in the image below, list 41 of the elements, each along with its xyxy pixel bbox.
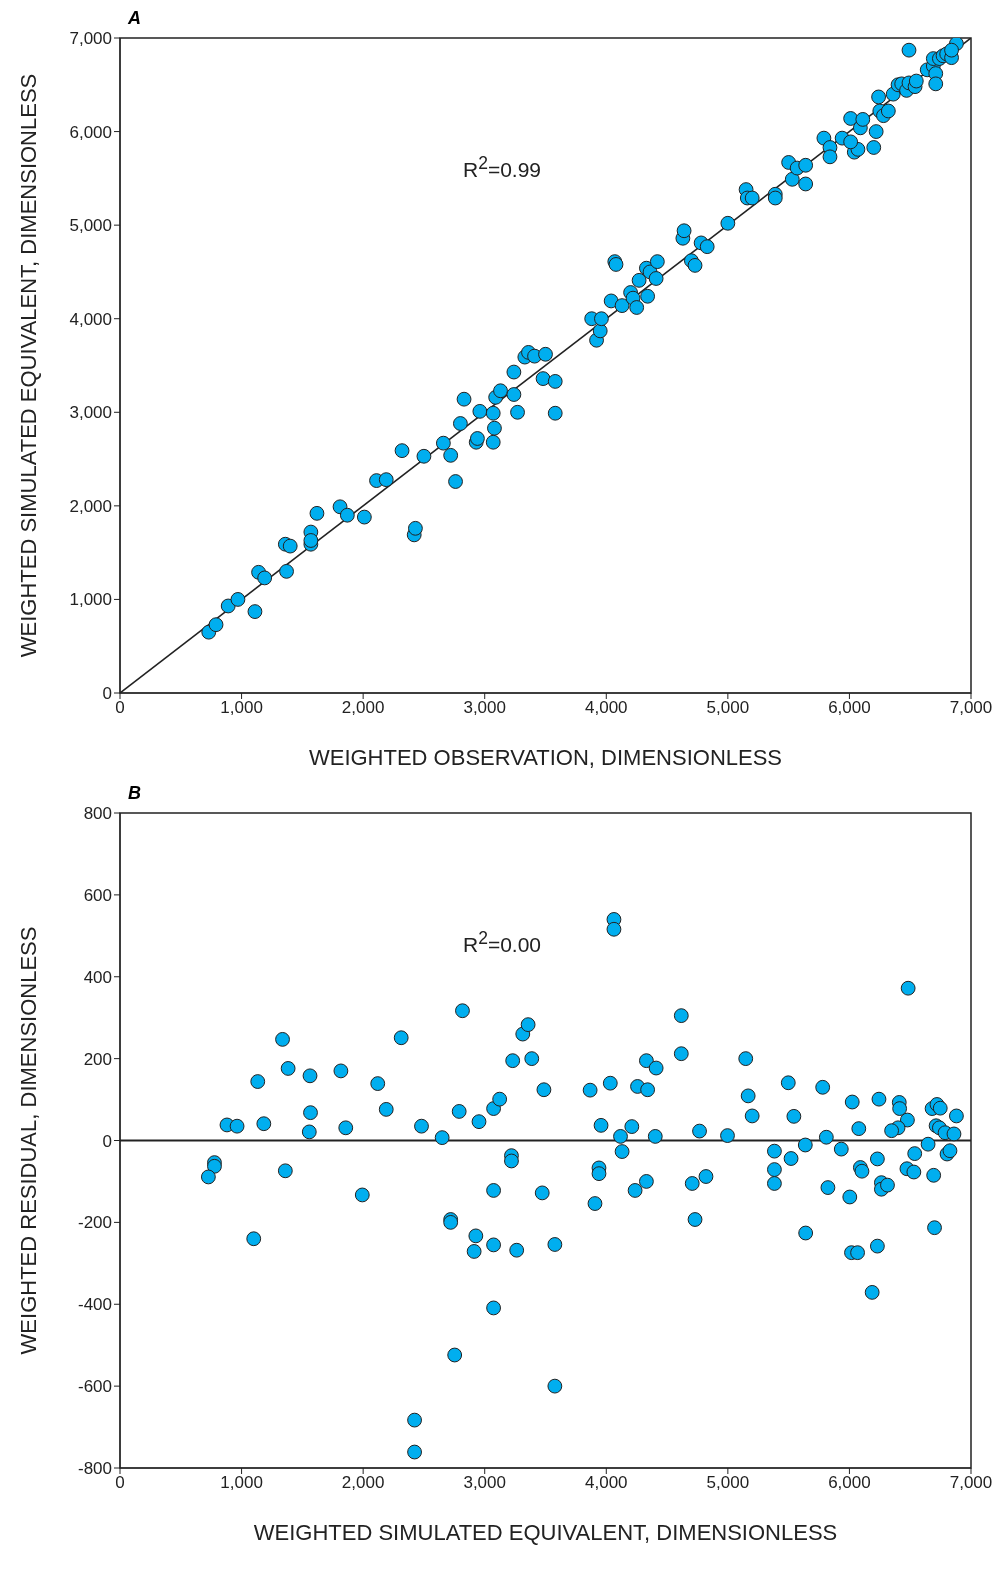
x-tick-label: 5,000 [706, 1473, 750, 1493]
x-tick-label: 0 [115, 1473, 125, 1493]
y-tick-label: 3,000 [69, 403, 112, 423]
chart-title: B [128, 783, 141, 804]
y-tick-label: 0 [102, 1131, 112, 1151]
annotation: R$^{2}$=0.00 [463, 928, 542, 957]
y-tick-label: 6,000 [69, 122, 112, 142]
x-tick-label: 4,000 [585, 698, 628, 718]
x-tick-label: 2,000 [341, 698, 385, 718]
x-tick-label: 6,000 [828, 1473, 871, 1493]
x-tick-label: 0 [115, 698, 125, 718]
y-tick-label: 5,000 [69, 216, 112, 236]
y-tick-label: 4,000 [69, 309, 112, 329]
x-tick-label: 5,000 [706, 698, 750, 718]
x-tick-label: 3,000 [463, 698, 506, 718]
y-tick-label: 800 [83, 804, 112, 824]
x-tick-label: 7,000 [949, 698, 993, 718]
y-tick-label: -600 [77, 1377, 112, 1397]
x-tick-label: 1,000 [220, 698, 263, 718]
y-tick-label: -200 [77, 1213, 112, 1233]
x-axis-title: WEIGHTED SIMULATED EQUIVALENT, DIMENSIONLESS [253, 1520, 838, 1545]
y-tick-label: 200 [83, 1049, 112, 1069]
y-tick-label: -800 [77, 1459, 112, 1479]
x-tick-label: 1,000 [220, 1473, 263, 1493]
y-tick-label: 400 [83, 967, 112, 987]
annotation: R$^{2}$=0.99 [463, 153, 542, 182]
y-tick-label: 1,000 [69, 590, 112, 610]
x-tick-label: 7,000 [949, 1473, 993, 1493]
y-tick-label: 0 [102, 684, 112, 704]
x-tick-label: 4,000 [585, 1473, 628, 1493]
y-tick-label: 600 [83, 885, 112, 905]
y-tick-label: -400 [77, 1295, 112, 1315]
x-tick-label: 3,000 [463, 1473, 506, 1493]
y-tick-label: 7,000 [69, 29, 112, 49]
x-axis-title: WEIGHTED OBSERVATION, DIMENSIONLESS [308, 745, 783, 770]
y-tick-label: 2,000 [69, 496, 112, 516]
chart-title: A [128, 8, 141, 29]
x-tick-label: 2,000 [341, 1473, 385, 1493]
x-tick-label: 6,000 [828, 698, 871, 718]
y-axis-title: WEIGHTED RESIDUAL, DIMENSIONLESS [15, 926, 41, 1355]
y-axis-title: WEIGHTED SIMULATED EQUIVALENT, DIMENSIONLESS [15, 73, 41, 658]
